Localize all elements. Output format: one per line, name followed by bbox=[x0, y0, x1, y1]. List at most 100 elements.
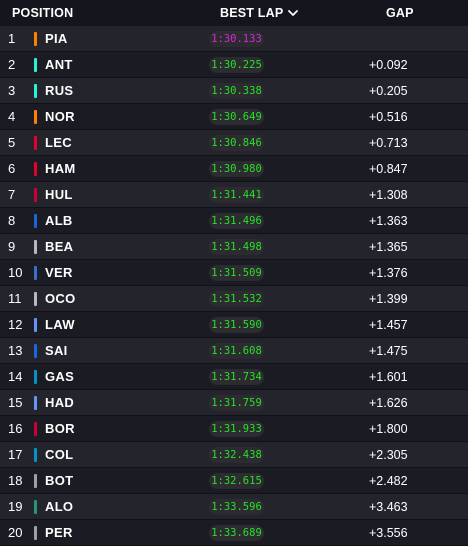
table-row[interactable]: 7 HUL 1:31.441 +1.308 bbox=[0, 182, 468, 208]
team-color-bar bbox=[34, 447, 37, 462]
table-row[interactable]: 1 PIA 1:30.133 bbox=[0, 26, 468, 52]
driver-code: BOR bbox=[45, 421, 75, 436]
position-number: 8 bbox=[8, 213, 16, 228]
gap-value: +1.475 bbox=[369, 343, 408, 358]
best-lap-cell: 1:33.689 bbox=[171, 524, 311, 541]
table-row[interactable]: 18 BOT 1:32.615 +2.482 bbox=[0, 468, 468, 494]
driver-code: ANT bbox=[45, 57, 73, 72]
gap-value: +1.399 bbox=[369, 291, 408, 306]
table-row[interactable]: 14 GAS 1:31.734 +1.601 bbox=[0, 364, 468, 390]
team-color-bar bbox=[34, 265, 37, 280]
best-lap-time: 1:30.338 bbox=[209, 82, 264, 99]
gap-value: +1.363 bbox=[369, 213, 408, 228]
position-number: 20 bbox=[8, 525, 23, 540]
best-lap-time: 1:30.846 bbox=[209, 134, 264, 151]
team-color-bar bbox=[34, 421, 37, 436]
team-color-bar bbox=[34, 161, 37, 176]
table-row[interactable]: 19 ALO 1:33.596 +3.463 bbox=[0, 494, 468, 520]
table-row[interactable]: 11 OCO 1:31.532 +1.399 bbox=[0, 286, 468, 312]
team-color-bar bbox=[34, 369, 37, 384]
table-row[interactable]: 17 COL 1:32.438 +2.305 bbox=[0, 442, 468, 468]
driver-code: COL bbox=[45, 447, 74, 462]
team-color-bar bbox=[34, 317, 37, 332]
driver-code: GAS bbox=[45, 369, 75, 384]
position-number: 4 bbox=[8, 109, 16, 124]
best-lap-time: 1:31.532 bbox=[209, 290, 264, 307]
best-lap-cell: 1:31.933 bbox=[171, 420, 311, 437]
table-row[interactable]: 20 PER 1:33.689 +3.556 bbox=[0, 520, 468, 546]
team-color-bar bbox=[34, 291, 37, 306]
best-lap-time: 1:31.590 bbox=[209, 316, 264, 333]
gap-value: +0.713 bbox=[369, 135, 408, 150]
position-column-header: POSITION bbox=[12, 6, 74, 20]
team-color-bar bbox=[34, 109, 37, 124]
best-lap-cell: 1:30.649 bbox=[171, 108, 311, 125]
driver-code: PIA bbox=[45, 31, 68, 46]
gap-value: +1.376 bbox=[369, 265, 408, 280]
driver-code: NOR bbox=[45, 109, 75, 124]
best-lap-sort-button[interactable]: BEST LAP bbox=[170, 6, 342, 20]
table-row[interactable]: 3 RUS 1:30.338 +0.205 bbox=[0, 78, 468, 104]
table-row[interactable]: 13 SAI 1:31.608 +1.475 bbox=[0, 338, 468, 364]
position-number: 12 bbox=[8, 317, 23, 332]
table-row[interactable]: 10 VER 1:31.509 +1.376 bbox=[0, 260, 468, 286]
driver-code: HAD bbox=[45, 395, 75, 410]
best-lap-cell: 1:31.498 bbox=[171, 238, 311, 255]
driver-code: PER bbox=[45, 525, 73, 540]
gap-value: +0.092 bbox=[369, 57, 408, 72]
best-lap-time: 1:31.933 bbox=[209, 420, 264, 437]
gap-value: +2.305 bbox=[369, 447, 408, 462]
table-row[interactable]: 8 ALB 1:31.496 +1.363 bbox=[0, 208, 468, 234]
best-lap-time: 1:30.980 bbox=[209, 160, 264, 177]
gap-value: +1.457 bbox=[369, 317, 408, 332]
driver-code: HAM bbox=[45, 161, 76, 176]
position-number: 5 bbox=[8, 135, 16, 150]
team-color-bar bbox=[34, 31, 37, 46]
table-row[interactable]: 9 BEA 1:31.498 +1.365 bbox=[0, 234, 468, 260]
team-color-bar bbox=[34, 239, 37, 254]
gap-value: +2.482 bbox=[369, 473, 408, 488]
table-row[interactable]: 5 LEC 1:30.846 +0.713 bbox=[0, 130, 468, 156]
driver-code: LAW bbox=[45, 317, 75, 332]
team-color-bar bbox=[34, 395, 37, 410]
gap-value: +0.205 bbox=[369, 83, 408, 98]
rows-container: 1 PIA 1:30.133 2 ANT 1:30.225 +0.092 3 RUS 1:30.3… bbox=[0, 26, 468, 546]
team-color-bar bbox=[34, 83, 37, 98]
driver-code: BOT bbox=[45, 473, 74, 488]
best-lap-cell: 1:31.532 bbox=[171, 290, 311, 307]
driver-code: VER bbox=[45, 265, 73, 280]
position-number: 17 bbox=[8, 447, 23, 462]
best-lap-cell: 1:31.496 bbox=[171, 212, 311, 229]
gap-value: +3.556 bbox=[369, 525, 408, 540]
position-number: 3 bbox=[8, 83, 16, 98]
best-lap-cell: 1:30.846 bbox=[171, 134, 311, 151]
gap-value: +1.800 bbox=[369, 421, 408, 436]
best-lap-time: 1:33.689 bbox=[209, 524, 264, 541]
table-row[interactable]: 4 NOR 1:30.649 +0.516 bbox=[0, 104, 468, 130]
best-lap-cell: 1:30.980 bbox=[171, 160, 311, 177]
best-lap-cell: 1:31.590 bbox=[171, 316, 311, 333]
table-header: POSITION BEST LAP GAP bbox=[0, 0, 468, 26]
best-lap-cell: 1:33.596 bbox=[171, 498, 311, 515]
table-row[interactable]: 6 HAM 1:30.980 +0.847 bbox=[0, 156, 468, 182]
driver-code: OCO bbox=[45, 291, 76, 306]
best-lap-time: 1:31.734 bbox=[209, 368, 264, 385]
team-color-bar bbox=[34, 187, 37, 202]
position-number: 15 bbox=[8, 395, 23, 410]
team-color-bar bbox=[34, 525, 37, 540]
best-lap-time: 1:31.759 bbox=[209, 394, 264, 411]
table-row[interactable]: 15 HAD 1:31.759 +1.626 bbox=[0, 390, 468, 416]
best-lap-time: 1:30.225 bbox=[209, 56, 264, 73]
position-number: 14 bbox=[8, 369, 23, 384]
table-row[interactable]: 2 ANT 1:30.225 +0.092 bbox=[0, 52, 468, 78]
table-row[interactable]: 16 BOR 1:31.933 +1.800 bbox=[0, 416, 468, 442]
gap-column-header: GAP bbox=[386, 6, 414, 20]
best-lap-cell: 1:30.338 bbox=[171, 82, 311, 99]
gap-value: +0.847 bbox=[369, 161, 408, 176]
table-row[interactable]: 12 LAW 1:31.590 +1.457 bbox=[0, 312, 468, 338]
best-lap-time: 1:31.496 bbox=[209, 212, 264, 229]
gap-value: +0.516 bbox=[369, 109, 408, 124]
best-lap-cell: 1:31.441 bbox=[171, 186, 311, 203]
chevron-down-icon bbox=[288, 9, 299, 17]
